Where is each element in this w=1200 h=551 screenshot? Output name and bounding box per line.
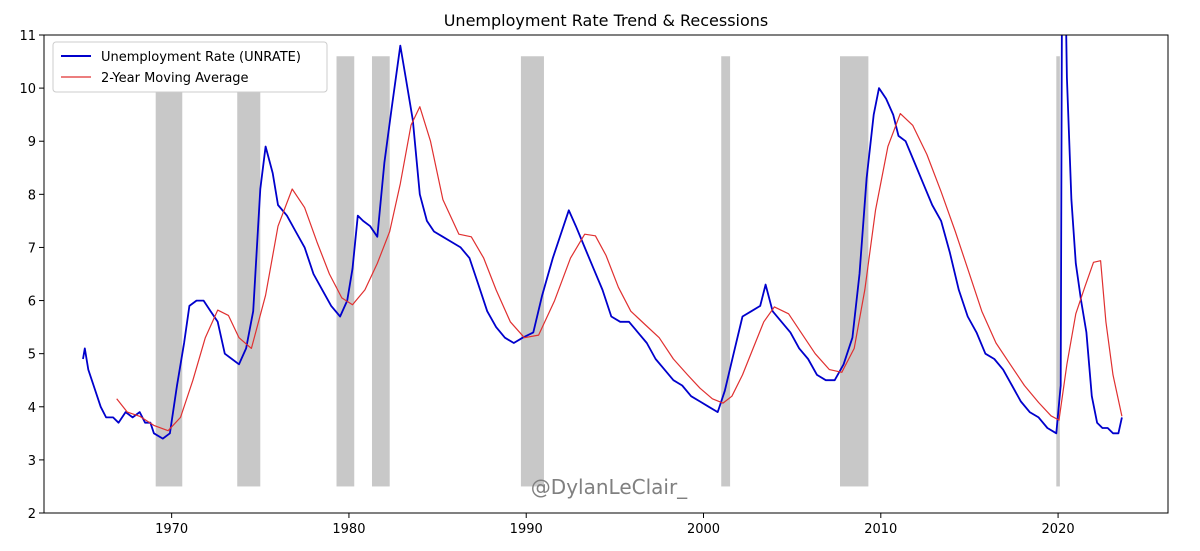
y-tick-label: 8: [28, 188, 36, 203]
series-line-unrate: [82, 35, 1123, 440]
y-axis: 2 3 4 5 6 7 8 9 10 11: [19, 29, 44, 522]
plot-frame: [43, 34, 1169, 514]
y-tick-label: 2: [28, 507, 36, 522]
recession-band: [840, 56, 869, 487]
y-tick-label: 9: [28, 135, 36, 150]
legend-label-unrate: Unemployment Rate (UNRATE): [101, 50, 301, 65]
series-line-moving-average: [116, 106, 1123, 432]
x-tick-label: 1980: [332, 522, 365, 537]
chart-title: Unemployment Rate Trend & Recessions: [444, 11, 769, 30]
series-lines: [82, 35, 1123, 440]
x-tick-label: 2000: [687, 522, 720, 537]
recession-band: [237, 56, 261, 487]
y-tick-label: 7: [28, 241, 36, 256]
x-tick-label: 1990: [510, 522, 543, 537]
recession-band: [371, 56, 390, 487]
y-tick-label: 6: [28, 295, 36, 310]
recession-band: [1056, 56, 1060, 487]
legend: Unemployment Rate (UNRATE) 2-Year Moving…: [52, 41, 328, 93]
recession-band: [155, 56, 183, 487]
x-tick-label: 2020: [1042, 522, 1075, 537]
legend-label-moving-average: 2-Year Moving Average: [101, 71, 249, 86]
y-tick-label: 5: [28, 348, 36, 363]
watermark: @DylanLeClair_: [531, 475, 688, 499]
recession-band: [721, 56, 731, 487]
legend-box: [52, 41, 328, 93]
y-tick-label: 10: [19, 82, 36, 97]
y-tick-label: 11: [19, 29, 36, 44]
y-tick-label: 4: [28, 401, 36, 416]
x-axis: 1970 1980 1990 2000 2010 2020: [155, 513, 1075, 537]
x-tick-label: 2010: [864, 522, 897, 537]
x-tick-label: 1970: [155, 522, 188, 537]
recession-band: [520, 56, 544, 487]
recession-band: [336, 56, 355, 487]
recession-bands: [155, 56, 1060, 487]
y-tick-label: 3: [28, 454, 36, 469]
